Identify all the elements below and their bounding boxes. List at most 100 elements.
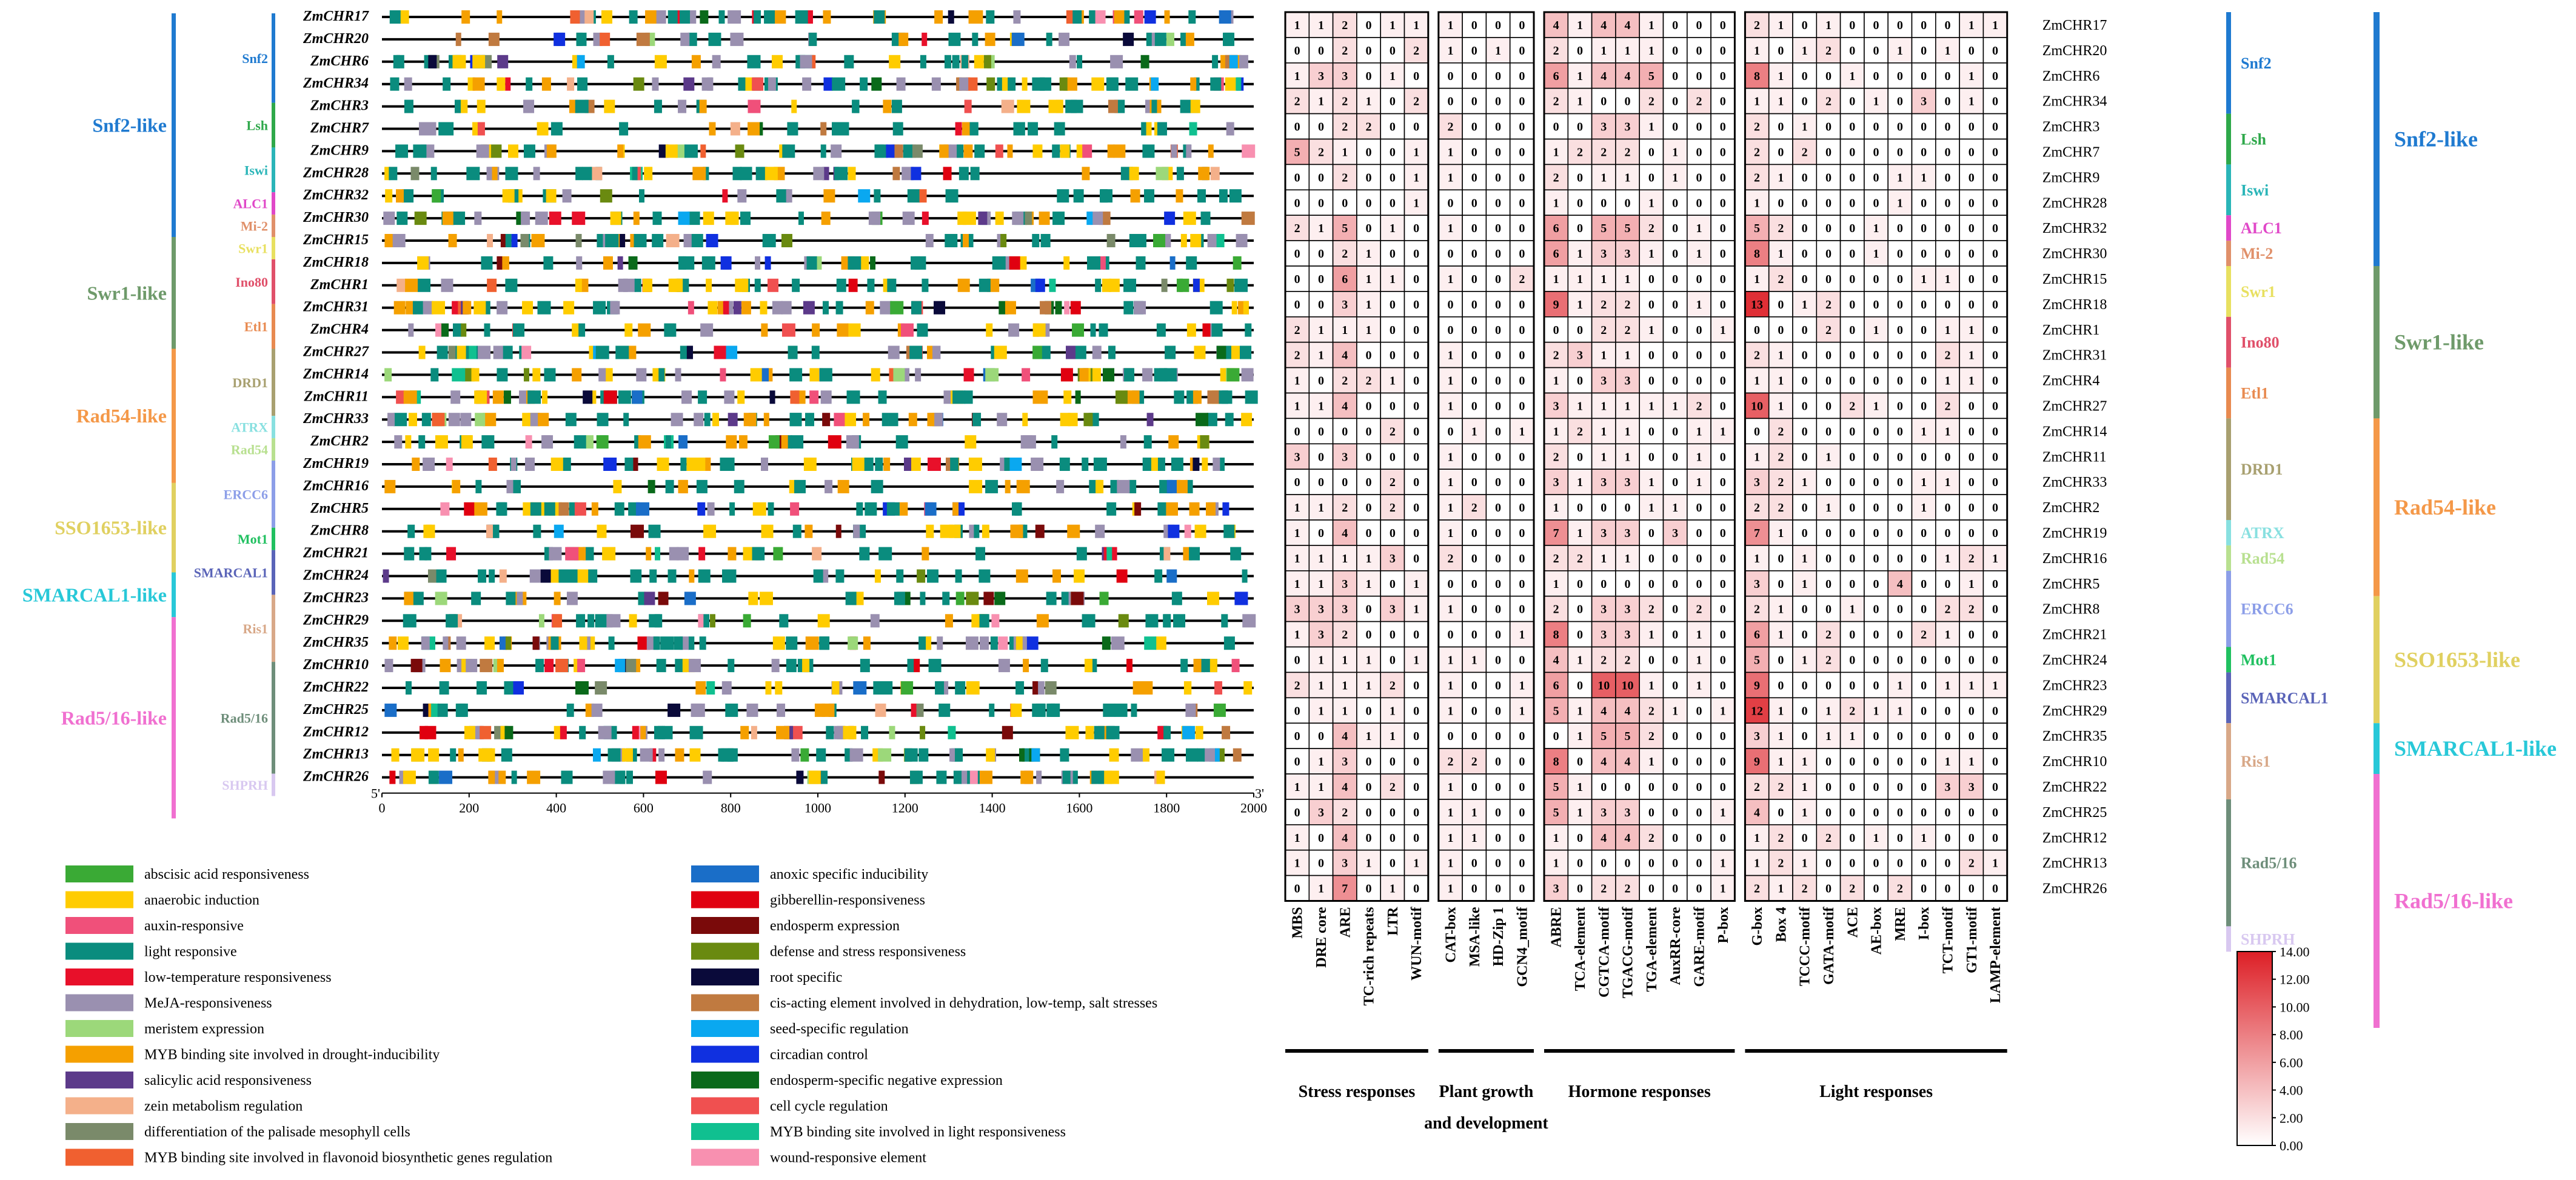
cis-element [1143, 189, 1154, 203]
heat-cell [1462, 240, 1487, 267]
heat-value: 2 [1413, 44, 1419, 58]
heat-value: 0 [1969, 653, 1975, 667]
heat-value: 1 [1778, 247, 1784, 261]
cis-element [403, 390, 417, 404]
cis-element [872, 212, 881, 225]
heat-value: 0 [1390, 324, 1396, 337]
cis-element [472, 77, 485, 91]
cis-element [691, 55, 701, 68]
cis-element [619, 122, 629, 136]
heat-row-label: ZmCHR1 [2042, 322, 2100, 338]
cis-element [1106, 502, 1117, 516]
cis-element [624, 458, 634, 471]
legend-swatch [691, 1097, 759, 1115]
family-bar-segment [2374, 266, 2380, 419]
cis-element [1005, 301, 1016, 315]
heat-value: 4 [1342, 730, 1348, 743]
cis-element [728, 547, 737, 561]
cis-element [898, 32, 909, 46]
heat-value: 1 [1366, 298, 1372, 312]
cis-element [1190, 99, 1200, 113]
heat-column-label: LTR [1385, 907, 1401, 936]
cis-element [669, 547, 679, 561]
cis-element [893, 368, 905, 382]
heat-cell [1308, 87, 1334, 115]
cis-element [633, 212, 640, 225]
heat-value: 0 [1471, 882, 1477, 896]
gene-label: ZmCHR13 [303, 747, 369, 762]
heat-cell [1887, 392, 1913, 419]
subfamily-label: Rad5/16 [221, 710, 268, 725]
cis-element [1219, 189, 1228, 203]
heat-cell [1792, 545, 1818, 572]
cis-element [864, 458, 874, 471]
cis-element [389, 770, 396, 784]
heat-value: 1 [1601, 450, 1607, 464]
cis-element [1153, 234, 1166, 247]
cis-element [728, 10, 741, 24]
heat-value: 2 [1601, 145, 1607, 159]
heat-value: 1 [1648, 121, 1654, 134]
cis-element [816, 748, 826, 762]
heat-value: 0 [1471, 628, 1477, 642]
cis-element [565, 547, 579, 561]
heat-value: 0 [1553, 121, 1559, 134]
heat-cell [1935, 799, 1960, 825]
heat-value: 1 [1696, 247, 1702, 261]
heat-value: 0 [1318, 121, 1324, 134]
cis-element [735, 144, 744, 158]
subfamily-bar-segment [272, 416, 275, 439]
heat-value: 1 [1944, 552, 1950, 565]
heat-value: 1 [1921, 273, 1927, 286]
cis-element [636, 368, 647, 382]
heat-value: 0 [1992, 704, 1998, 718]
heat-value: 1 [1471, 832, 1477, 845]
heat-value: 2 [1294, 95, 1300, 108]
heat-value: 0 [1366, 171, 1372, 184]
cis-element [1129, 167, 1139, 181]
heat-cell [1935, 875, 1960, 902]
cis-element [911, 703, 917, 717]
cis-element [808, 770, 820, 784]
cis-element [1052, 212, 1065, 225]
heat-cell [1485, 392, 1511, 419]
cis-element [769, 234, 775, 247]
gene-label: ZmCHR12 [303, 724, 369, 740]
heat-value: 0 [1921, 781, 1927, 794]
cis-element [1113, 144, 1126, 158]
heat-value: 1 [1390, 222, 1396, 235]
heat-value: 0 [1471, 222, 1477, 235]
cis-element [689, 569, 695, 583]
cis-element [452, 212, 466, 225]
heat-value: 0 [1519, 145, 1525, 159]
cis-element [634, 569, 642, 583]
heat-value: 5 [1553, 704, 1559, 718]
cis-element [688, 636, 695, 650]
heat-value: 1 [1390, 70, 1396, 83]
heat-cell [1887, 189, 1913, 216]
colorbar-tick-label: 14.00 [2280, 944, 2310, 959]
heat-cell [1935, 722, 1960, 749]
heat-value: 2 [1754, 349, 1760, 362]
cis-element [761, 323, 768, 337]
heat-value: 2 [1553, 95, 1559, 108]
heat-value: 1 [1802, 781, 1808, 794]
cis-element [1091, 77, 1105, 91]
subfamily-bar-segment [272, 192, 275, 215]
cis-element [959, 77, 969, 91]
heat-cell [1591, 443, 1616, 470]
cis-element [1210, 167, 1220, 181]
cis-element [995, 212, 1004, 225]
heat-cell [1639, 824, 1664, 851]
heat-value: 0 [1849, 222, 1855, 235]
cis-element [1086, 212, 1093, 225]
cis-element [538, 413, 549, 427]
heat-cell [1544, 62, 1569, 89]
cis-element [812, 547, 822, 561]
heat-value: 2 [1471, 501, 1477, 515]
cis-element [1179, 278, 1189, 292]
heat-cell [1744, 748, 1770, 775]
heat-value: 0 [1495, 399, 1501, 413]
heat-value: 0 [1519, 399, 1525, 413]
cis-element [1157, 122, 1167, 136]
